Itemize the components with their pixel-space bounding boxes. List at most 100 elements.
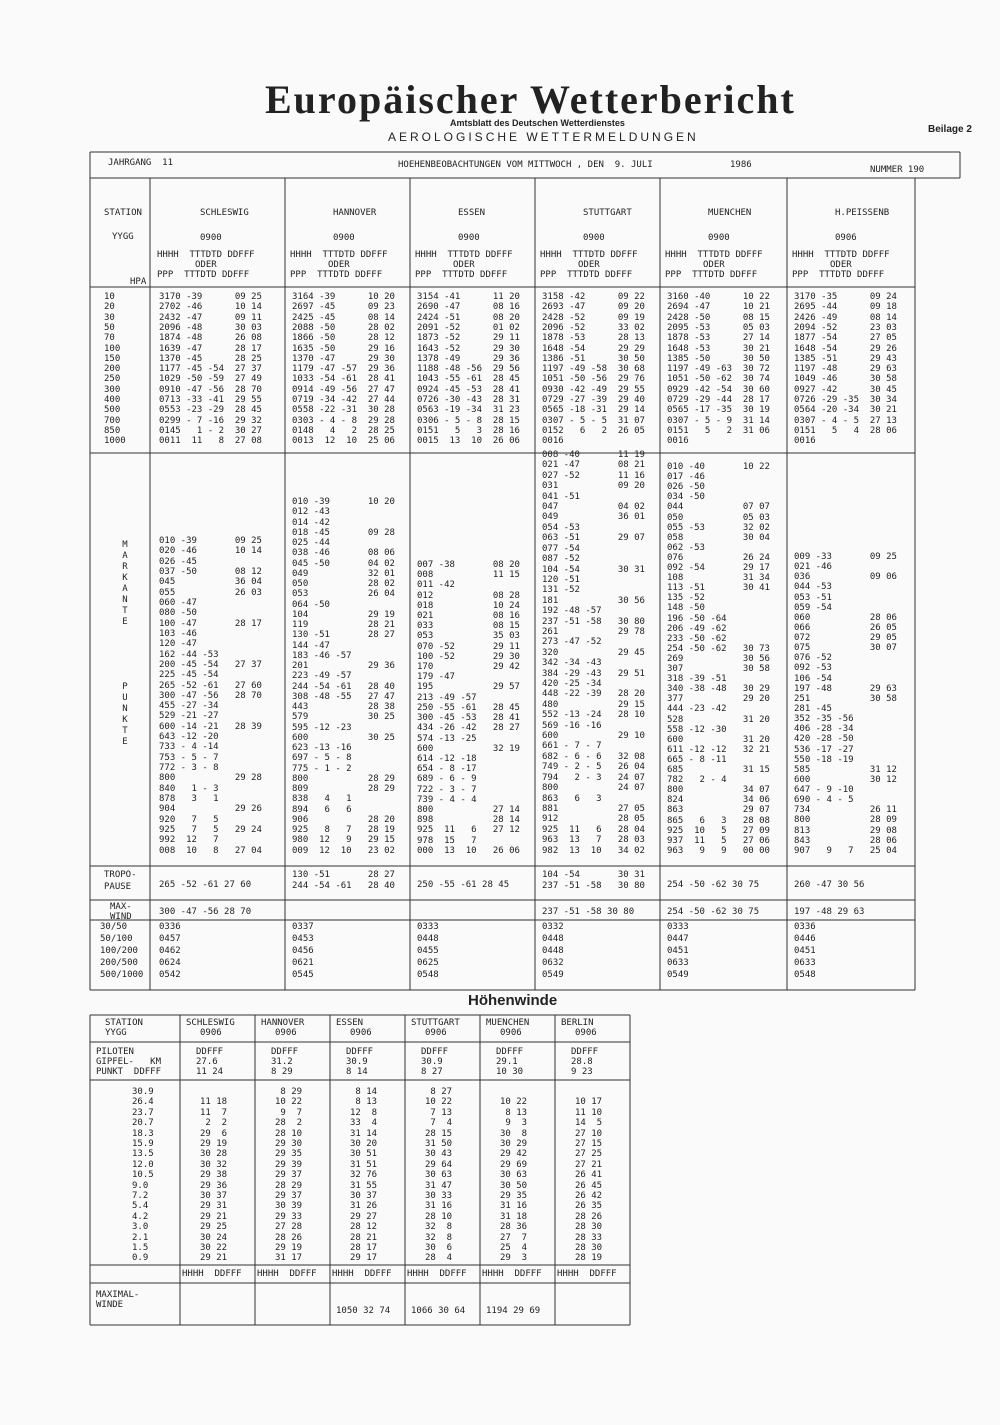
significant-level: 894 6 6	[292, 804, 352, 815]
wind: 28 4	[425, 1253, 453, 1264]
significant-level: 064 -50	[292, 599, 330, 610]
significant-level: 195 29 57	[417, 682, 520, 693]
significant-level: 300 -45 -53 28 41	[417, 713, 520, 724]
thickness-label: 200/500	[100, 958, 138, 968]
significant-level: 192 -48 -57	[542, 606, 602, 617]
code-label: YYGG	[112, 232, 134, 242]
wind: 29 42	[500, 1149, 528, 1160]
col-header: ODER	[703, 260, 725, 270]
pilot-value: 8 14	[346, 1067, 368, 1077]
significant-level: 021 -47 08 21	[542, 460, 645, 471]
wind: 29 38	[200, 1170, 228, 1181]
col-header: HHHH TTTDTD DDFFF	[792, 250, 890, 260]
main-level: 0299 - 7 -16 29 32	[159, 415, 262, 426]
significant-level: 782 2 - 4	[667, 775, 727, 786]
tropopause: 260 -47 30 56	[794, 880, 865, 890]
significant-level: 824 34 06	[667, 795, 770, 806]
significant-level: 809 28 29	[292, 784, 395, 795]
significant-level: 179 -47	[417, 672, 455, 683]
significant-level: 434 -26 -42 28 27	[417, 723, 520, 734]
station-time: 0900	[583, 233, 605, 243]
significant-level: 907 9 7 25 04	[794, 845, 897, 856]
significant-level: 251 30 58	[794, 693, 897, 704]
sig-label: PUNKTE	[120, 682, 130, 748]
station-name: ESSEN	[336, 1018, 364, 1028]
main-level: 0719 -34 -42 27 44	[292, 395, 395, 405]
significant-level: 060 28 06	[794, 612, 897, 623]
significant-level: 813 29 08	[794, 825, 897, 836]
significant-level: 689 - 6 - 9	[417, 774, 477, 785]
wind: 29 36	[200, 1180, 228, 1191]
significant-level: 070 -52 29 11	[417, 641, 520, 652]
height: 1.5	[132, 1243, 149, 1253]
level: 70	[104, 333, 115, 344]
col-header: ODER	[328, 260, 350, 270]
wind: 27 25	[575, 1149, 603, 1160]
significant-level: 912 28 05	[542, 814, 645, 825]
thickness: 0632	[542, 958, 564, 968]
tropopause: 130 -51 28 27	[292, 870, 395, 880]
thickness: 0624	[159, 958, 181, 968]
significant-level: 685 31 15	[667, 765, 770, 776]
significant-level: 026 -45	[159, 556, 197, 567]
significant-level: 528 31 20	[667, 714, 770, 725]
wind: 25 4	[500, 1243, 528, 1253]
significant-level: 049 32 01	[292, 568, 395, 579]
significant-level: 550 -18 -19	[794, 754, 854, 765]
significant-level: 012 08 28	[417, 590, 520, 601]
station-time: 0906	[200, 1028, 222, 1038]
significant-level: 044 07 07	[667, 502, 770, 513]
significant-level: 480 29 15	[542, 699, 645, 710]
significant-level: 076 26 24	[667, 552, 770, 563]
significant-level: 031 09 20	[542, 481, 645, 492]
significant-level: 320 29 45	[542, 647, 645, 658]
significant-level: 552 -13 -24 28 10	[542, 710, 645, 721]
thickness-label: 50/100	[100, 934, 133, 944]
significant-level: 055 26 03	[159, 587, 262, 598]
wind: 29 33	[275, 1211, 303, 1222]
thickness: 0336	[159, 922, 181, 932]
station-name: SCHLESWIG	[200, 208, 249, 218]
significant-level: 080 -50	[159, 608, 197, 619]
col-header: HHHH TTTDTD DDFFF	[540, 250, 638, 260]
significant-level: 595 -12 -23	[292, 722, 352, 733]
wind: 31 47	[425, 1180, 453, 1191]
year: 1986	[730, 160, 752, 170]
significant-level: 342 -34 -43	[542, 658, 602, 669]
significant-level: 265 -52 -61 27 60	[159, 680, 262, 691]
main-level: 0564 -20 -34 30 21	[794, 405, 897, 416]
maxwind-header: HHHH DDFFF	[257, 1269, 317, 1279]
level: 30	[104, 312, 115, 323]
level: 50	[104, 322, 115, 333]
height: 4.2	[132, 1211, 149, 1222]
thickness: 0549	[542, 970, 564, 980]
significant-level: 011 -42	[417, 580, 455, 591]
main-level: 1197 -48 29 63	[794, 364, 897, 375]
significant-level: 087 -52	[542, 554, 580, 565]
wind: 30 63	[425, 1170, 453, 1181]
significant-level: 753 - 5 - 7	[159, 752, 219, 763]
significant-level: 529 -21 -27	[159, 711, 219, 722]
significant-level: 920 7 5	[159, 814, 219, 825]
significant-level: 898 28 14	[417, 815, 520, 826]
level: 300	[104, 384, 121, 395]
station-label: STATION	[104, 208, 142, 218]
main-level: 0145 1 - 2 30 27	[159, 425, 262, 436]
significant-level: 201 29 36	[292, 661, 395, 672]
thickness: 0448	[542, 946, 564, 956]
wind: 26 42	[575, 1191, 603, 1201]
significant-level: 982 13 10 34 02	[542, 845, 645, 856]
main-level: 1029 -50 -59 27 49	[159, 374, 262, 385]
height: 26.4	[132, 1097, 154, 1108]
main-level: 2693 -47 09 20	[542, 302, 645, 313]
main-level: 1873 -52 29 11	[417, 333, 520, 344]
main-level: 2694 -47 10 21	[667, 302, 770, 313]
significant-level: 018 10 24	[417, 600, 520, 611]
significant-level: 050 05 03	[667, 512, 770, 523]
significant-level: 012 -43	[292, 507, 330, 518]
thickness: 0333	[417, 922, 439, 932]
significant-level: 800 24 07	[542, 783, 645, 794]
significant-level: 021 -46	[794, 562, 832, 573]
significant-level: 018 -45 09 28	[292, 527, 395, 538]
tropopause: 104 -54 30 31	[542, 870, 645, 880]
